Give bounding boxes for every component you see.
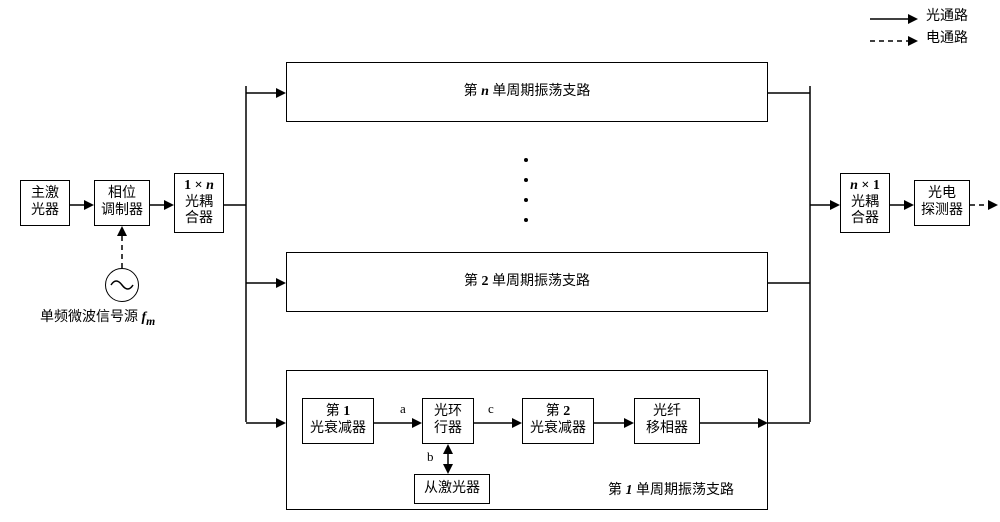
legend-optical bbox=[870, 12, 920, 30]
slave-laser: 从激光器 bbox=[414, 474, 490, 504]
splitter: 1 × n光耦合器 bbox=[174, 173, 224, 233]
fanout-trunk bbox=[245, 86, 247, 427]
master-laser: 主激 光器 bbox=[20, 180, 70, 226]
legend-electrical bbox=[870, 34, 920, 52]
fanin-trunk bbox=[809, 86, 811, 427]
legend-optical-label: 光通路 bbox=[926, 9, 968, 26]
conn-branch-n-out bbox=[768, 86, 810, 104]
conn-master-phase bbox=[70, 198, 94, 216]
phase-shifter: 光纤 移相器 bbox=[634, 398, 700, 444]
branch-n: 第 n 单周期振荡支路 bbox=[286, 62, 768, 122]
conn-a1-circ bbox=[374, 416, 422, 434]
attenuator-1: 第 1光衰减器 bbox=[302, 398, 374, 444]
port-b-label: b bbox=[427, 449, 434, 465]
phase-modulator: 相位 调制器 bbox=[94, 180, 150, 226]
conn-pd-out bbox=[970, 198, 998, 216]
conn-branch-1-out bbox=[768, 416, 810, 434]
circulator: 光环 行器 bbox=[422, 398, 474, 444]
conn-branch-2-out bbox=[768, 276, 810, 294]
signal-source-icon bbox=[105, 268, 139, 302]
conn-ps-out bbox=[700, 416, 768, 434]
conn-combiner-pd bbox=[890, 198, 914, 216]
photodetector: 光电 探测器 bbox=[914, 180, 970, 226]
splitter-cn: 光耦合器 bbox=[185, 195, 213, 227]
conn-to-branch-1 bbox=[246, 416, 286, 434]
branch-2: 第 2 单周期振荡支路 bbox=[286, 252, 768, 312]
attenuator-2: 第 2光衰减器 bbox=[522, 398, 594, 444]
conn-to-branch-n bbox=[246, 86, 286, 104]
branch-1-label: 第 1 单周期振荡支路 bbox=[608, 483, 734, 500]
ellipsis-dot bbox=[524, 198, 528, 202]
legend-electrical-label: 电通路 bbox=[926, 31, 968, 48]
port-c-label: c bbox=[488, 401, 494, 417]
conn-circ-a2 bbox=[474, 416, 522, 434]
conn-a2-ps bbox=[594, 416, 634, 434]
conn-to-branch-2 bbox=[246, 276, 286, 294]
port-a-label: a bbox=[400, 401, 406, 417]
ellipsis-dot bbox=[524, 218, 528, 222]
signal-source-label: 单频微波信号源 fm bbox=[40, 310, 155, 329]
conn-trunk-combiner bbox=[810, 198, 840, 216]
ellipsis-dot bbox=[524, 178, 528, 182]
conn-sigsrc-phase bbox=[116, 226, 128, 273]
combiner: n × 1光耦合器 bbox=[840, 173, 890, 233]
fanout-stub bbox=[224, 198, 246, 216]
ellipsis-dot bbox=[524, 158, 528, 162]
conn-phase-splitter bbox=[150, 198, 174, 216]
